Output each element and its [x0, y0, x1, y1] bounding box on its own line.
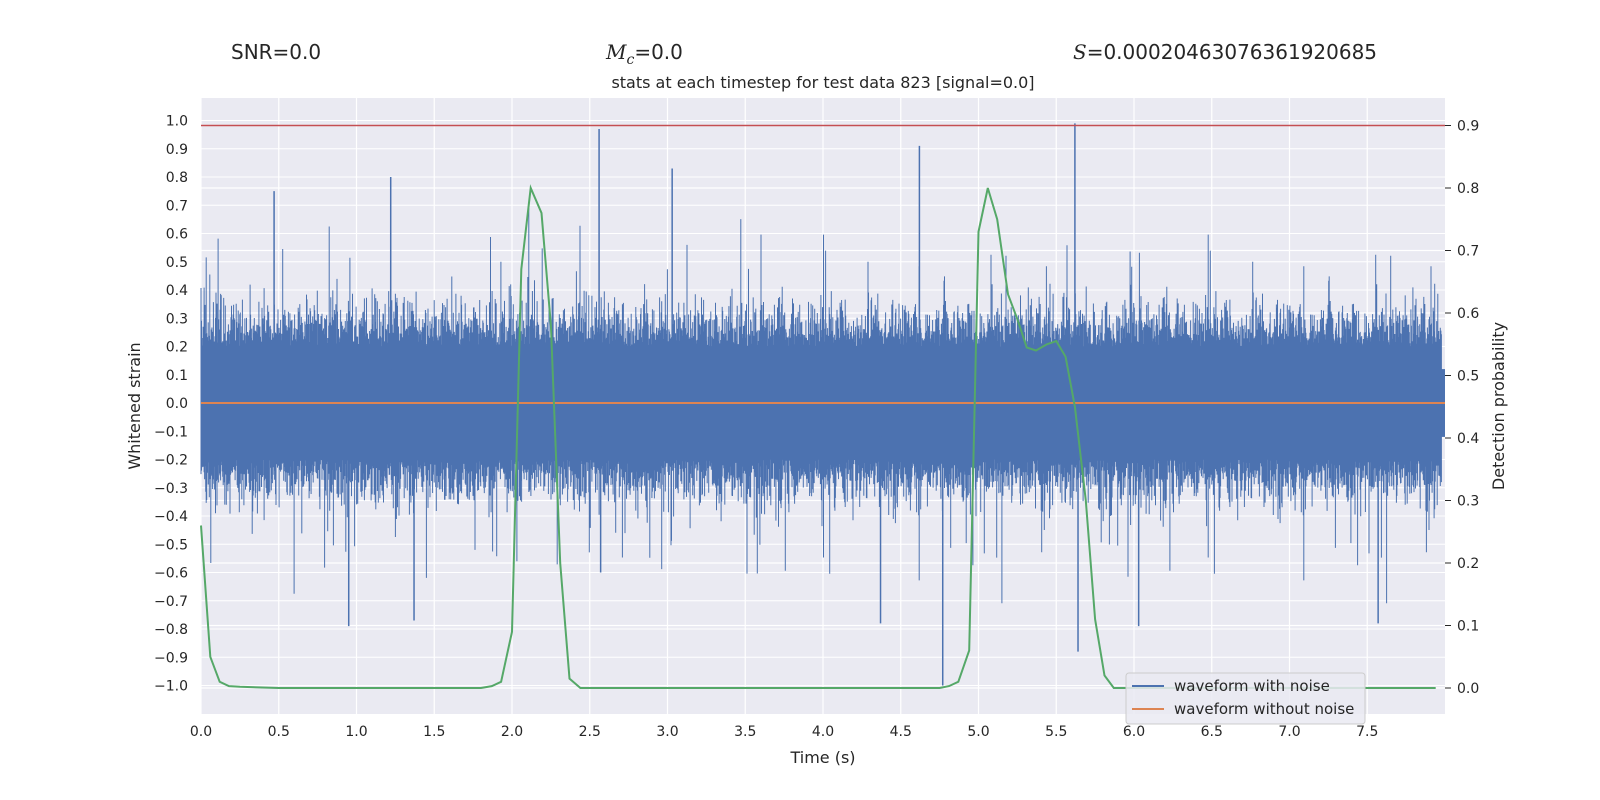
chirp-mass-subscript: c: [626, 52, 635, 68]
x-tick-label: 7.0: [1278, 724, 1300, 740]
chirp-mass-symbol: M: [606, 40, 627, 64]
y-tick-label: 1.0: [166, 114, 188, 130]
x-tick-label: 0.5: [268, 724, 290, 740]
y-tick-labels: −1.0 −0.9 −0.8 −0.7 −0.6 −0.5 −0.4 −0.3 −0.2 −0.1…: [154, 114, 188, 695]
y-tick-label: −0.1: [154, 424, 188, 440]
y-tick-label: −1.0: [154, 679, 188, 695]
statistic-symbol: S: [1073, 40, 1087, 64]
y-tick-label: −0.3: [154, 481, 188, 497]
y-tick-label: −0.4: [154, 509, 188, 525]
y-tick-label: −0.5: [154, 537, 188, 553]
snr-label: SNR=0.0: [231, 40, 322, 64]
y-tick-label: −0.7: [154, 594, 188, 610]
y-tick-label: 0.6: [166, 227, 188, 243]
y-tick-label: 0.0: [166, 396, 188, 412]
y2-tick-label: 0.8: [1457, 181, 1479, 197]
x-tick-label: 4.0: [812, 724, 834, 740]
chirp-mass-value: =0.0: [634, 40, 683, 64]
y2-tick-label: 0.5: [1457, 369, 1479, 385]
statistic-label: S=0.00020463076361920685: [1073, 40, 1377, 64]
y-tick-label: −0.2: [154, 453, 188, 469]
x-tick-label: 0.0: [190, 724, 212, 740]
x-tick-label: 3.0: [656, 724, 678, 740]
y2-tick-label: 0.7: [1457, 244, 1479, 260]
chart-title: stats at each timestep for test data 823…: [611, 73, 1034, 92]
legend-label-clean: waveform without noise: [1174, 700, 1354, 718]
y2-tick-label: 0.9: [1457, 119, 1479, 135]
y-tick-label: 0.2: [166, 340, 188, 356]
legend: waveform with noise waveform without noi…: [1125, 672, 1366, 725]
legend-label-noise: waveform with noise: [1174, 677, 1330, 695]
x-tick-label: 7.5: [1356, 724, 1378, 740]
x-tick-label: 1.5: [423, 724, 445, 740]
x-tick-label: 4.5: [890, 724, 912, 740]
y-tick-label: −0.8: [154, 622, 188, 638]
y2-tick-label: 0.3: [1457, 494, 1479, 510]
x-tick-label: 6.5: [1201, 724, 1223, 740]
y2-tick-label: 0.6: [1457, 306, 1479, 322]
x-tick-label: 2.5: [579, 724, 601, 740]
x-axis-label: Time (s): [789, 748, 855, 767]
x-tick-label: 3.5: [734, 724, 756, 740]
y-tick-label: 0.5: [166, 255, 188, 271]
chirp-mass-label: Mc=0.0: [606, 40, 683, 68]
legend-box: [1125, 672, 1366, 725]
y-tick-label: 0.1: [166, 368, 188, 384]
y-axis-label: Whitened strain: [125, 342, 144, 469]
y-tick-label: 0.8: [166, 170, 188, 186]
y-tick-label: 0.7: [166, 198, 188, 214]
x-tick-label: 2.0: [501, 724, 523, 740]
x-tick-label: 1.0: [345, 724, 367, 740]
y2-tick-labels: 0.0 0.1 0.2 0.3 0.4 0.5 0.6 0.7 0.8 0.9: [1445, 119, 1479, 697]
x-tick-label: 6.0: [1123, 724, 1145, 740]
x-tick-label: 5.0: [967, 724, 989, 740]
y2-axis-label: Detection probability: [1489, 322, 1508, 490]
y2-tick-label: 0.2: [1457, 556, 1479, 572]
y-tick-label: −0.9: [154, 650, 188, 666]
x-tick-label: 5.5: [1045, 724, 1067, 740]
y2-tick-label: 0.1: [1457, 619, 1479, 635]
x-tick-labels: 0.0 0.5 1.0 1.5 2.0 2.5 3.0 3.5 4.0 4.5 5.0 5.5 6.0 6…: [190, 724, 1379, 740]
y-tick-label: 0.4: [166, 283, 188, 299]
y-tick-label: 0.9: [166, 142, 188, 158]
y2-tick-label: 0.4: [1457, 431, 1479, 447]
y2-tick-label: 0.0: [1457, 681, 1479, 697]
statistic-value: =0.00020463076361920685: [1086, 40, 1378, 64]
y-tick-label: −0.6: [154, 566, 188, 582]
series-detection-probability: [200, 184, 1436, 689]
y-tick-label: 0.3: [166, 311, 188, 327]
